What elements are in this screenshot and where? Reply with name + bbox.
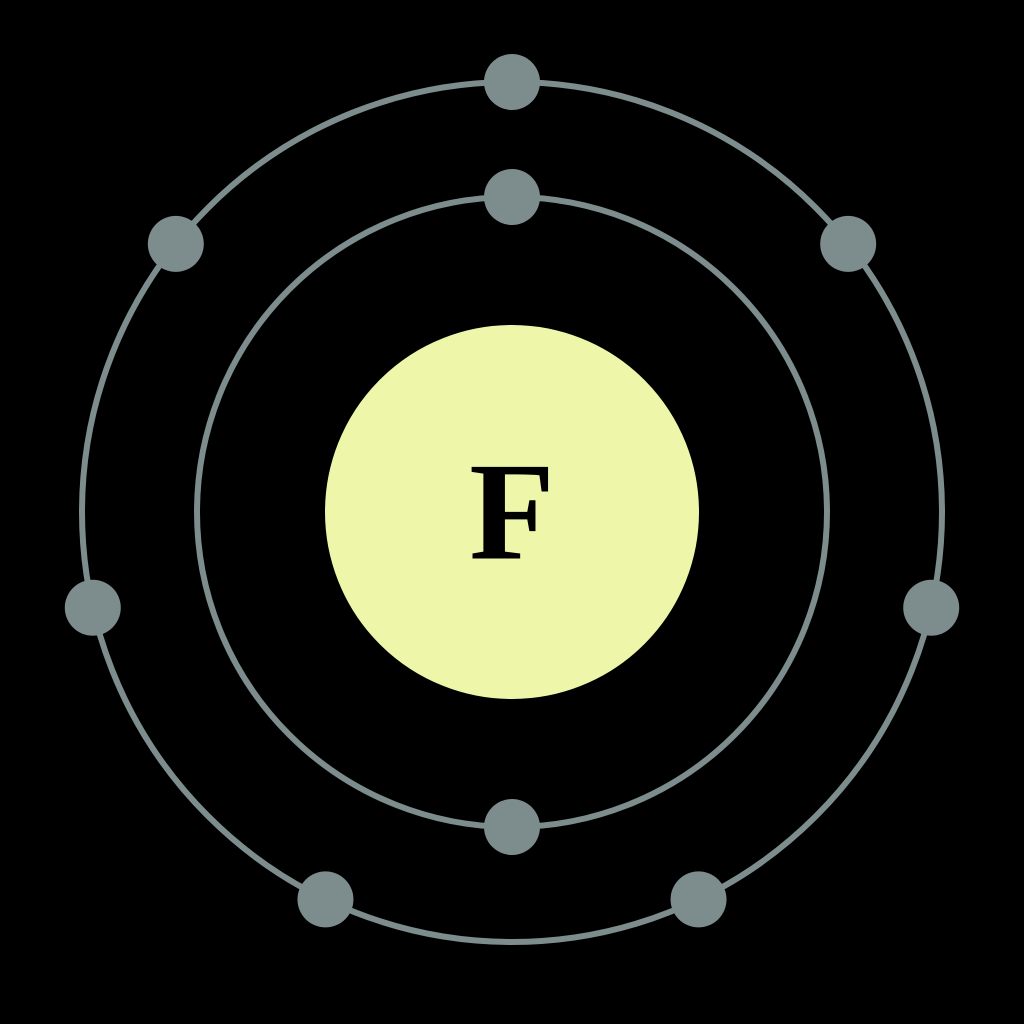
electron-shell-diagram: F	[0, 0, 1024, 1024]
electron-shell-2-4	[297, 871, 353, 927]
element-symbol: F	[469, 435, 555, 590]
electron-shell-2-1	[820, 216, 876, 272]
electron-shell-2-3	[671, 871, 727, 927]
electron-shell-1-0	[484, 169, 540, 225]
electron-shell-2-2	[903, 580, 959, 636]
electron-shell-2-5	[65, 580, 121, 636]
electron-shell-2-6	[148, 216, 204, 272]
electron-shell-2-0	[484, 54, 540, 110]
diagram-svg: F	[0, 0, 1024, 1024]
electron-shell-1-1	[484, 799, 540, 855]
